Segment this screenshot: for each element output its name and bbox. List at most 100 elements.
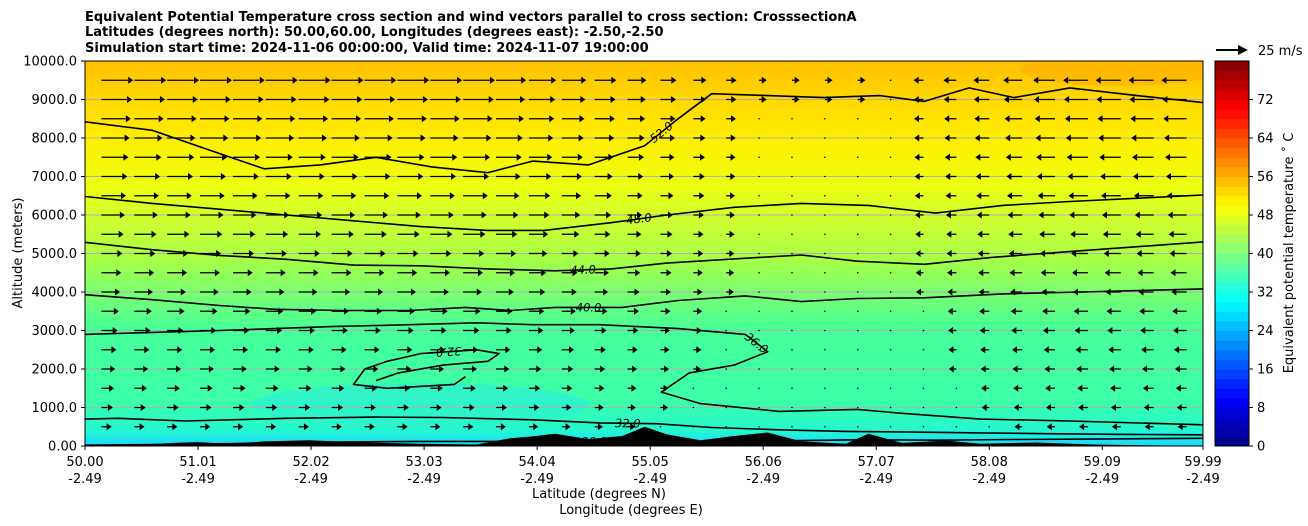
- wind-vector-head: [254, 153, 260, 161]
- wind-vector-head: [317, 211, 323, 219]
- wind-vector-head: [579, 115, 585, 123]
- wind-vector-head: [1007, 211, 1013, 219]
- wind-vector-head: [913, 96, 919, 103]
- wind-vector-head: [665, 307, 671, 315]
- wind-vector: [725, 387, 728, 390]
- wind-vector-head: [700, 134, 706, 142]
- wind-vector-head: [161, 76, 167, 84]
- wind-vector-head: [1161, 76, 1167, 84]
- wind-vector-head: [318, 192, 324, 200]
- y-tick-label: 4000.0: [32, 286, 78, 301]
- wind-vector-head: [1162, 96, 1168, 103]
- wind-vector-head: [1130, 115, 1136, 123]
- wind-vector: [889, 368, 892, 370]
- wind-vector-head: [107, 404, 113, 411]
- wind-vector-head: [699, 173, 705, 180]
- wind-vector-head: [1034, 96, 1040, 103]
- wind-vector-head: [976, 192, 982, 200]
- wind-vector-head: [945, 173, 951, 180]
- wind-vector-head: [667, 211, 673, 219]
- wind-vector-head: [664, 365, 670, 373]
- wind-vector-head: [729, 269, 735, 277]
- wind-vector-head: [174, 384, 180, 392]
- wind-vector-head: [1003, 76, 1009, 84]
- wind-vector-head: [315, 230, 321, 238]
- wind-vector-head: [600, 365, 606, 373]
- wind-key: 25 m/s: [1216, 44, 1303, 59]
- wind-vector-head: [578, 134, 584, 142]
- wind-vector-head: [1046, 404, 1052, 411]
- wind-vector-head: [1037, 192, 1043, 200]
- y-tick-label: 1000.0: [32, 401, 78, 416]
- wind-vector-head: [700, 115, 706, 123]
- wind-vector-head: [545, 192, 551, 200]
- wind-vector: [889, 291, 892, 293]
- wind-vector-head: [480, 230, 486, 238]
- wind-vector-head: [604, 250, 610, 257]
- contour-label: 32.0: [435, 344, 462, 360]
- colorbar-swatch: [1215, 157, 1249, 168]
- wind-vector-head: [546, 173, 552, 180]
- wind-vector-head: [728, 288, 734, 296]
- wind-vector-head: [474, 327, 480, 334]
- wind-vector: [889, 214, 892, 216]
- wind-vector-head: [948, 327, 954, 334]
- wind-vector-head: [339, 384, 345, 392]
- wind-vector: [824, 425, 826, 428]
- wind-vector: [856, 137, 859, 139]
- wind-vector-head: [980, 346, 986, 354]
- wind-vector-head: [981, 384, 987, 392]
- wind-vector-head: [1072, 269, 1078, 277]
- wind-vector-head: [277, 327, 283, 334]
- wind-vector-head: [1128, 76, 1134, 84]
- wind-vector-head: [386, 153, 392, 161]
- wind-vector-head: [1046, 423, 1052, 431]
- wind-vector-head: [508, 288, 514, 296]
- wind-vector: [889, 387, 892, 390]
- wind-vector-head: [730, 153, 736, 161]
- colorbar-tick-label: 16: [1257, 363, 1274, 378]
- wind-vector-head: [373, 365, 379, 373]
- wind-vector-head: [1003, 96, 1009, 103]
- wind-vector-head: [308, 346, 314, 354]
- wind-vector: [824, 291, 826, 293]
- wind-vector-head: [111, 346, 117, 354]
- terrain-silhouette: [85, 426, 1203, 446]
- wind-vector: [856, 233, 859, 236]
- wind-vector: [922, 310, 925, 313]
- wind-vector-head: [275, 346, 281, 354]
- colorbar-swatch: [1215, 378, 1249, 389]
- wind-vector-head: [473, 346, 479, 354]
- wind-vector-head: [272, 404, 278, 411]
- wind-vector-head: [1171, 288, 1177, 296]
- y-tick-label: 9000.0: [32, 93, 78, 108]
- colorbar-swatch: [1215, 61, 1249, 72]
- wind-vector: [922, 368, 925, 370]
- wind-vector-head: [251, 211, 257, 219]
- contour-line-32.0: [352, 349, 500, 390]
- wind-vector-head: [222, 153, 228, 161]
- wind-vector-head: [517, 134, 523, 142]
- wind-vector: [758, 329, 760, 332]
- wind-vector-head: [382, 211, 388, 219]
- contour-line-44.0: [85, 241, 1203, 272]
- wind-vector-head: [914, 153, 920, 161]
- wind-vector-head: [600, 346, 606, 354]
- x-tick-label-lat: 59.09: [1084, 455, 1121, 470]
- wind-vector-head: [155, 173, 161, 180]
- wind-vector-head: [205, 423, 211, 431]
- wind-vector-head: [422, 96, 428, 103]
- wind-vector: [988, 425, 991, 428]
- wind-vector: [824, 214, 826, 216]
- colorbar-swatch: [1215, 243, 1249, 254]
- wind-vector-head: [1107, 327, 1113, 334]
- wind-vector-head: [153, 192, 159, 200]
- wind-vector-head: [915, 250, 921, 257]
- wind-vector-head: [666, 269, 672, 277]
- wind-vector-head: [1172, 307, 1178, 315]
- wind-vector-head: [287, 153, 293, 161]
- wind-vector-head: [354, 134, 360, 142]
- wind-vector-head: [630, 404, 636, 411]
- wind-vector-head: [1014, 423, 1020, 431]
- wind-vector-head: [184, 230, 190, 238]
